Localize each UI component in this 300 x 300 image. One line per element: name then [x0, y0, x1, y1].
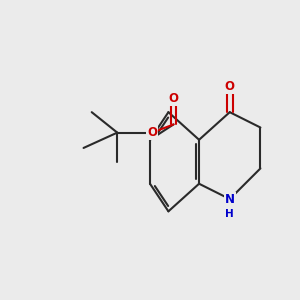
Text: O: O	[147, 126, 157, 139]
Text: N: N	[225, 193, 235, 206]
Text: O: O	[225, 80, 235, 93]
Text: O: O	[169, 92, 178, 105]
Text: H: H	[225, 209, 234, 219]
